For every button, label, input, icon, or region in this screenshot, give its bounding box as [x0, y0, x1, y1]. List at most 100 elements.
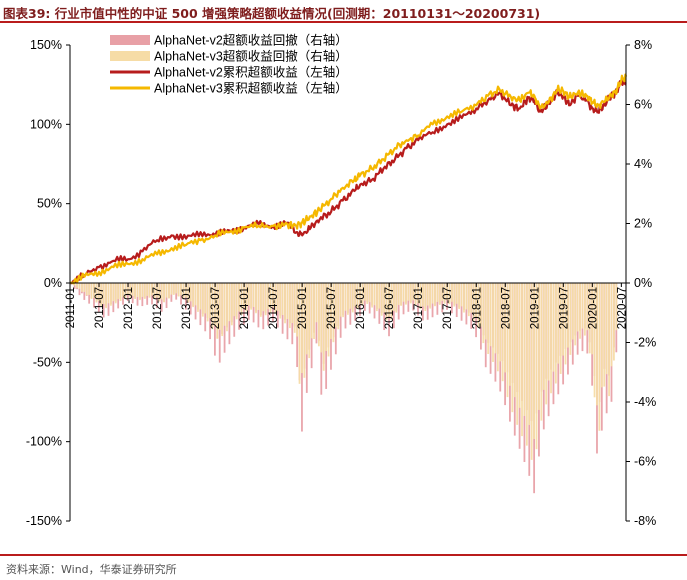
drawdown-bar-3 [153, 283, 156, 299]
drawdown-bar-3 [276, 283, 279, 311]
drawdown-bar-3 [303, 283, 306, 378]
drawdown-bar-3 [221, 283, 224, 337]
x-tick-label: 2019-07 [558, 287, 570, 329]
drawdown-bar-3 [214, 283, 216, 327]
drawdown-bar-3 [598, 283, 601, 431]
drawdown-bar-3 [124, 283, 127, 299]
x-tick-label: 2015-01 [297, 287, 309, 329]
drawdown-bar-3 [308, 283, 311, 359]
legend-label: AlphaNet-v2超额收益回撤（右轴） [154, 33, 348, 48]
drawdown-bar-3 [262, 283, 265, 312]
drawdown-bar-3 [588, 283, 591, 354]
drawdown-bar-3 [472, 283, 475, 322]
drawdown-bar-3 [373, 283, 376, 306]
drawdown-bar-3 [201, 283, 204, 317]
figure-header: 图表39: 行业市值中性的中证 500 增强策略超额收益情况(回测期：20110… [0, 0, 687, 23]
drawdown-bar-3 [97, 283, 100, 301]
drawdown-bar-3 [596, 283, 598, 406]
drawdown-bar-3 [465, 283, 468, 310]
drawdown-bar-3 [608, 283, 610, 397]
drawdown-bar-3 [496, 283, 499, 372]
x-tick-label: 2019-01 [529, 287, 541, 329]
drawdown-bar-3 [286, 283, 289, 320]
drawdown-bar-3 [477, 283, 480, 328]
drawdown-bar-3 [513, 283, 516, 398]
drawdown-bar-3 [264, 283, 267, 316]
drawdown-bar-3 [511, 283, 514, 413]
drawdown-bar-3 [400, 283, 403, 306]
drawdown-bar-3 [320, 283, 323, 353]
drawdown-bar-3 [272, 283, 274, 308]
drawdown-bar-3 [337, 283, 340, 330]
drawdown-bar-3 [197, 283, 199, 312]
drawdown-bar-3 [388, 283, 390, 317]
drawdown-bar-3 [605, 283, 608, 375]
drawdown-bar-3 [383, 283, 386, 313]
drawdown-bar-3 [148, 283, 151, 298]
drawdown-bar-3 [230, 283, 233, 326]
drawdown-bar-3 [402, 283, 405, 302]
x-tick-label: 2018-07 [500, 287, 512, 329]
drawdown-bar-3 [354, 283, 357, 307]
drawdown-bar-3 [250, 283, 253, 310]
drawdown-bar-3 [274, 283, 277, 314]
drawdown-bar-3 [228, 283, 231, 322]
drawdown-bar-3 [371, 283, 373, 308]
drawdown-bar-3 [349, 283, 352, 309]
drawdown-bar-3 [189, 283, 192, 302]
x-tick-label: 2013-01 [181, 287, 193, 329]
drawdown-bar-3 [450, 283, 453, 302]
drawdown-bar-3 [431, 283, 434, 304]
drawdown-bar-3 [467, 283, 470, 317]
drawdown-bar-3 [516, 283, 519, 425]
drawdown-bar-3 [175, 283, 178, 294]
right-tick-label: -6% [634, 455, 656, 469]
drawdown-bar-3 [591, 283, 594, 355]
drawdown-bar-3 [552, 283, 555, 372]
drawdown-bar-3 [163, 283, 166, 303]
drawdown-bar-3 [158, 283, 161, 302]
drawdown-bar-3 [257, 283, 260, 311]
drawdown-bar-3 [535, 283, 538, 450]
drawdown-bar-3 [434, 283, 436, 307]
drawdown-bar-3 [288, 283, 291, 329]
left-tick-label: -150% [26, 514, 62, 528]
drawdown-bar-3 [218, 283, 221, 330]
drawdown-bar-3 [446, 283, 448, 300]
drawdown-bar-3 [90, 283, 93, 299]
drawdown-bar-3 [378, 283, 381, 309]
drawdown-bar-3 [255, 283, 257, 314]
drawdown-bar-3 [523, 283, 526, 416]
drawdown-bar-3 [88, 283, 91, 295]
drawdown-bar-3 [267, 283, 270, 310]
drawdown-bar-3 [235, 283, 238, 320]
drawdown-bar-3 [327, 283, 330, 357]
drawdown-bar-3 [110, 283, 112, 306]
drawdown-bar-3 [525, 283, 528, 446]
drawdown-bar-2 [73, 283, 76, 289]
x-tick-label: 2013-07 [210, 287, 222, 329]
drawdown-bar-3 [414, 283, 417, 306]
drawdown-bar-3 [322, 283, 325, 371]
drawdown-bar-3 [155, 283, 158, 298]
cumulative-line-v3 [69, 73, 628, 285]
right-tick-label: -2% [634, 336, 656, 350]
drawdown-bar-3 [571, 283, 574, 340]
legend-swatch-area [110, 51, 150, 61]
drawdown-bar-3 [361, 283, 364, 306]
drawdown-bar-3 [579, 283, 581, 339]
drawdown-bar-3 [83, 283, 86, 292]
drawdown-bar-3 [506, 283, 509, 398]
drawdown-bar-3 [463, 283, 465, 313]
drawdown-bar-3 [184, 283, 187, 298]
drawdown-bar-3 [521, 283, 523, 437]
drawdown-bar-3 [204, 283, 207, 314]
drawdown-bar-3 [136, 283, 139, 298]
left-tick-label: -100% [26, 435, 62, 449]
x-tick-label: 2012-07 [152, 287, 164, 329]
drawdown-bar-3 [259, 283, 262, 317]
right-tick-label: 2% [634, 217, 652, 231]
drawdown-bar-3 [243, 283, 245, 309]
drawdown-bar-3 [494, 283, 497, 354]
drawdown-bar-3 [134, 283, 136, 300]
